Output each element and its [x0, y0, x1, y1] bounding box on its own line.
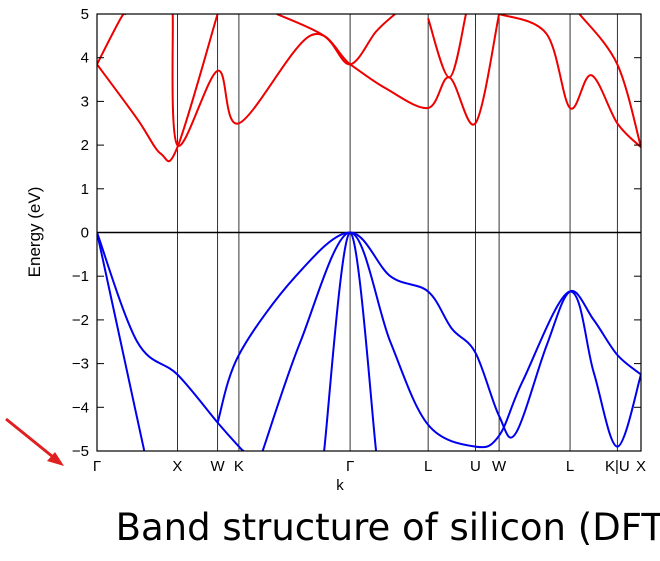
y-tick-label-1: 4: [81, 50, 89, 67]
band-line-5: [97, 14, 219, 163]
red-arrow-icon: [5, 417, 64, 466]
band-line-0: [97, 232, 245, 451]
band-curves: [97, 14, 641, 451]
y-tick-label-7: −2: [72, 312, 89, 329]
y-tick-label-0: 5: [81, 6, 89, 23]
x-tick-label-2: W: [211, 458, 226, 475]
x-tick-label-1: X: [172, 458, 182, 475]
x-tick-label-6: U: [470, 458, 481, 475]
band-line-10: [498, 14, 641, 149]
y-tick-label-10: −5: [72, 443, 89, 460]
x-tick-label-8: L: [566, 458, 574, 475]
y-tick-label-8: −3: [72, 356, 89, 373]
band-line-2: [216, 231, 641, 439]
y-axis-label: Energy (eV): [25, 187, 44, 278]
x-tick-label-3: K: [234, 458, 244, 475]
kpoint-gridlines: [96, 14, 642, 451]
band-line-4: [323, 231, 378, 451]
x-tick-label-4: Γ: [346, 458, 354, 475]
y-axis-ticks: 5 4 3 2 1 0 −1 −2 −3 −4 −5: [72, 6, 641, 460]
x-tick-label-5: L: [424, 458, 432, 475]
y-tick-label-2: 3: [81, 93, 89, 110]
band-line-11: [578, 14, 641, 148]
y-tick-label-5: 0: [81, 225, 89, 242]
band-line-7: [171, 14, 501, 147]
y-tick-label-6: −1: [72, 268, 89, 285]
x-tick-label-0: Γ: [93, 458, 101, 475]
figure-caption: Band structure of silicon (DFT): [116, 506, 660, 549]
band-line-8: [276, 14, 396, 66]
x-tick-label-7: W: [492, 458, 507, 475]
y-tick-label-3: 2: [81, 137, 89, 154]
x-tick-label-10: X: [636, 458, 646, 475]
band-line-1: [97, 232, 146, 451]
band-line-6: [97, 14, 127, 65]
y-tick-label-9: −4: [72, 399, 89, 416]
x-tick-label-9: K|U: [605, 458, 630, 475]
x-axis-ticks: Γ X W K Γ L U W L K|U X: [93, 458, 646, 475]
y-tick-label-4: 1: [81, 181, 89, 198]
x-axis-label: k: [336, 477, 344, 494]
band-line-3: [261, 231, 641, 451]
band-line-9: [427, 14, 467, 79]
